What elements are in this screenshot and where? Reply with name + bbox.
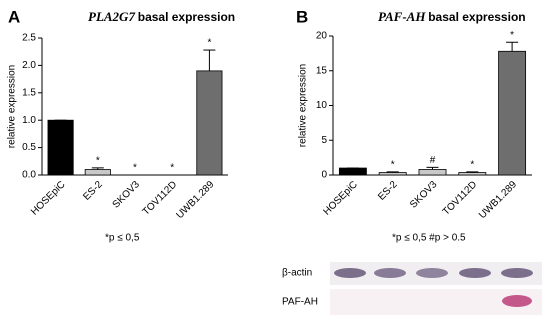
band <box>416 268 448 278</box>
x-tick-label: UWB1.289 <box>174 179 216 221</box>
significance-mark: * <box>510 30 514 41</box>
y-tick-label: 2.0 <box>22 60 36 71</box>
x-tick-label: ES-2 <box>81 179 105 203</box>
bar <box>458 172 487 176</box>
x-tick-label: TOV112D <box>441 179 480 218</box>
blot-label: PAF-AH <box>282 297 318 308</box>
y-axis-label: relative expression <box>298 64 309 147</box>
footnote: *p ≤ 0,5 #p > 0.5 <box>392 233 466 244</box>
y-tick-label: 20 <box>316 31 328 42</box>
bar <box>196 70 223 176</box>
y-tick-label: 0 <box>321 170 327 181</box>
chart-title: PAF-AH basal expression <box>378 9 526 24</box>
y-tick-label: 15 <box>316 65 328 76</box>
chart-title: PLA2G7 basal expression <box>88 9 235 24</box>
significance-mark: * <box>170 163 174 174</box>
panel-label: A <box>8 7 20 26</box>
title-gene: PAF-AH <box>378 9 426 24</box>
x-tick-label: ES-2 <box>376 179 400 203</box>
significance-mark: * <box>470 160 474 171</box>
bar <box>47 119 74 176</box>
title-rest: basal expression <box>428 10 525 24</box>
y-tick-label: 10 <box>316 100 328 111</box>
blot: β-actin PAF-AH <box>282 262 542 315</box>
x-tick-label: TOV112D <box>141 179 180 218</box>
band <box>501 268 533 278</box>
y-tick-label: 5 <box>321 135 327 146</box>
x-tick-label: UWB1.289 <box>477 179 519 221</box>
significance-mark: * <box>391 160 395 171</box>
bar <box>84 169 111 176</box>
significance-mark: # <box>430 155 436 166</box>
bar <box>498 50 527 176</box>
footnote: *p ≤ 0,5 <box>105 233 140 244</box>
y-tick-label: 0.0 <box>22 170 36 181</box>
band <box>459 268 491 278</box>
significance-mark: * <box>96 156 100 167</box>
band <box>502 295 532 307</box>
y-tick-label: 2.5 <box>22 33 36 44</box>
x-tick-label: HOSEpiC <box>321 179 359 217</box>
band <box>374 268 406 278</box>
y-tick-label: 0.5 <box>22 142 36 153</box>
significance-mark: * <box>133 163 137 174</box>
x-tick-label: SKOV3 <box>111 179 143 211</box>
y-tick-label: 1.5 <box>22 87 36 98</box>
bar <box>338 167 367 176</box>
y-axis-label: relative expression <box>7 65 18 148</box>
x-tick-label: HOSEpiC <box>29 179 67 217</box>
band <box>334 268 366 278</box>
bar <box>418 169 447 176</box>
title-rest: basal expression <box>138 10 235 24</box>
blot-label: β-actin <box>282 268 312 279</box>
title-gene: PLA2G7 <box>88 9 135 24</box>
significance-mark: * <box>207 38 211 49</box>
y-tick-label: 1.0 <box>22 115 36 126</box>
x-tick-label: SKOV3 <box>408 179 440 211</box>
bar <box>378 172 407 176</box>
panel-label: B <box>296 7 308 26</box>
